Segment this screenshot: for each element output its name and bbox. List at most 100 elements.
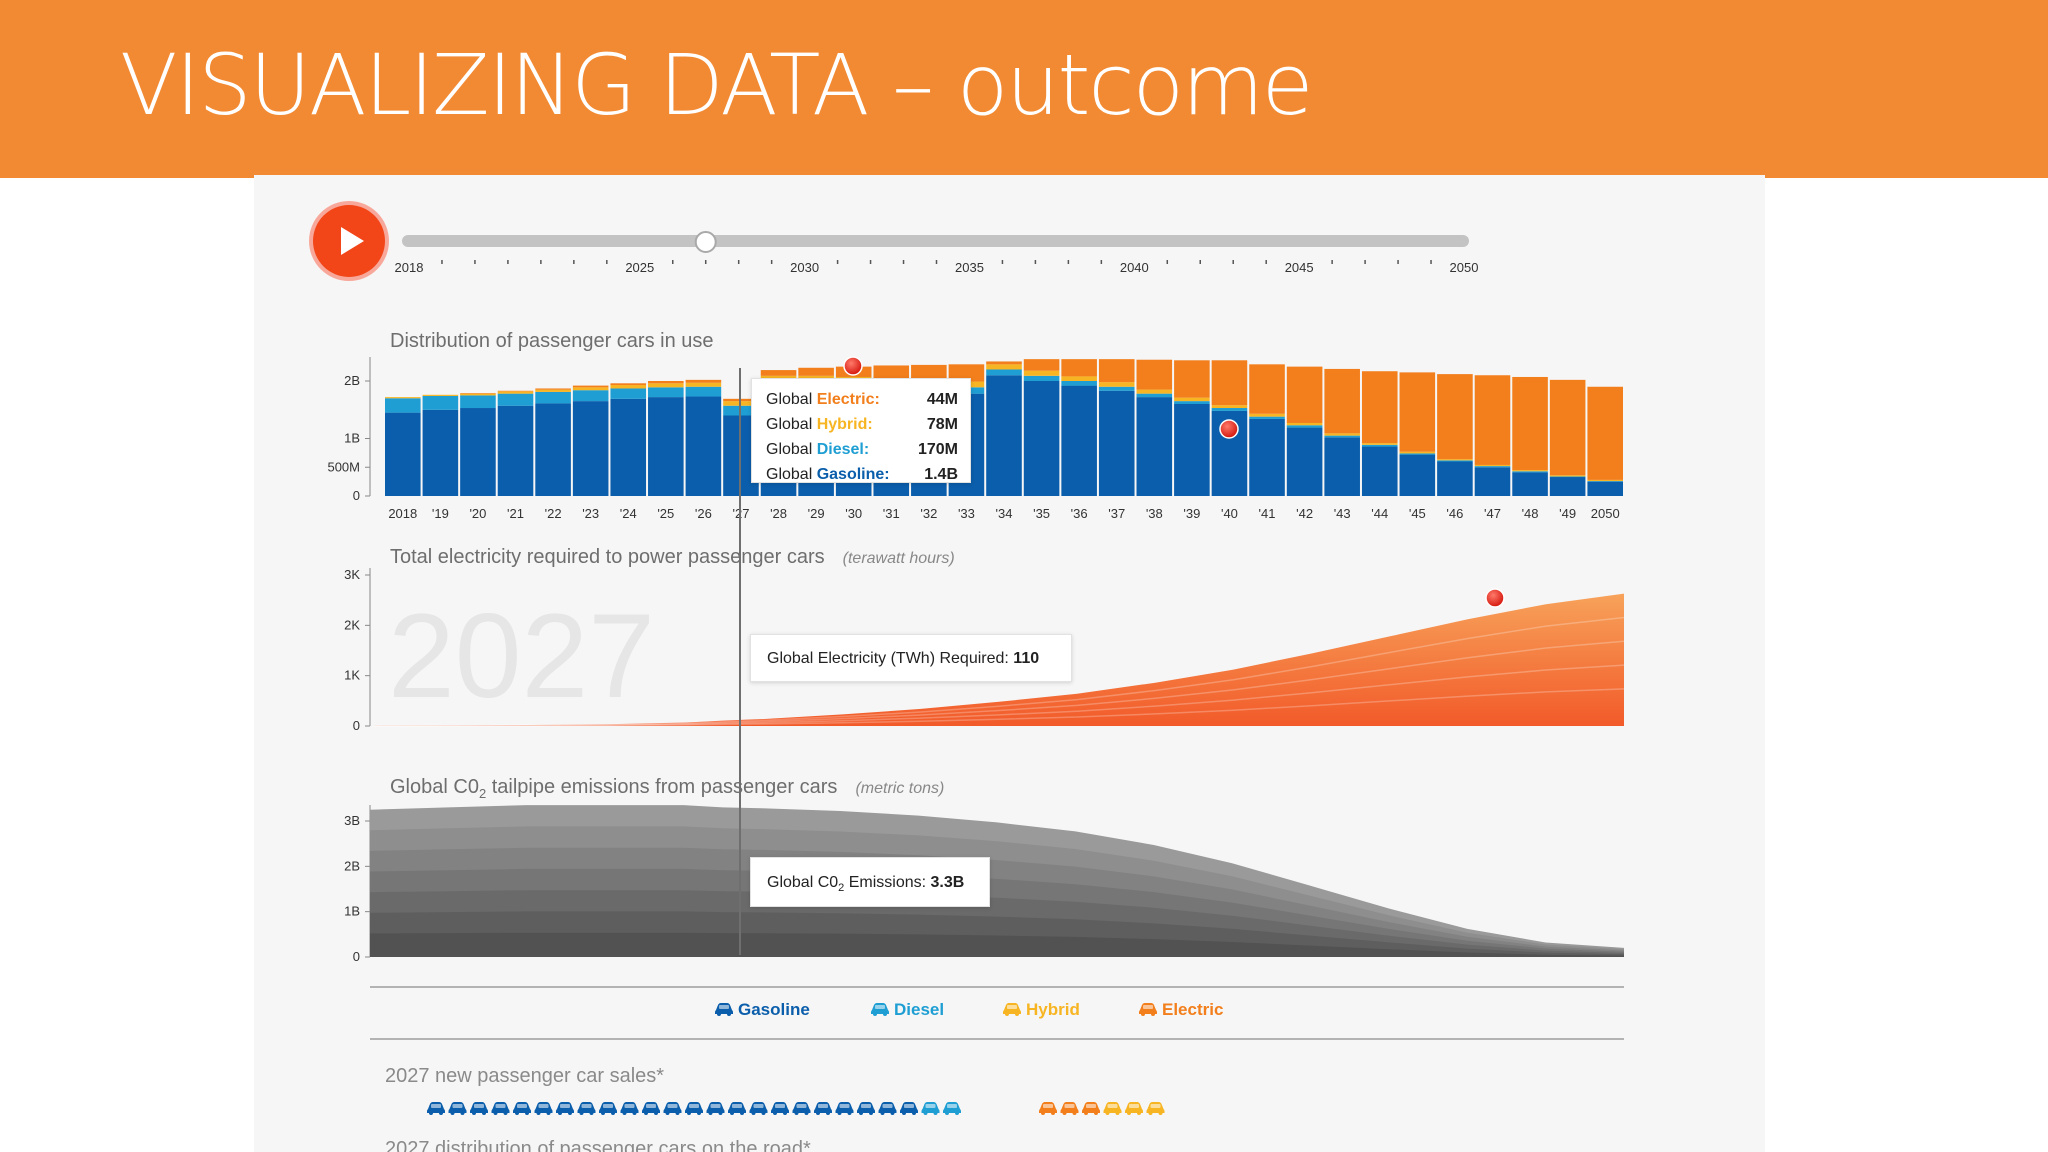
- car-icon: [1138, 1000, 1162, 1019]
- x-tick-label: '29: [808, 506, 825, 521]
- x-tick-label: '25: [657, 506, 674, 521]
- bar-gasoline: [1474, 467, 1511, 496]
- bar-electric: [1399, 372, 1436, 452]
- bar-electric: [685, 379, 722, 383]
- bar-gasoline: [685, 396, 722, 496]
- bar-gasoline: [1324, 437, 1360, 496]
- x-tick-label: '33: [958, 506, 975, 521]
- bar-gasoline: [648, 397, 684, 496]
- slider-track[interactable]: [402, 235, 1469, 247]
- bar-diesel: [385, 398, 421, 413]
- bar-electric: [648, 381, 684, 384]
- co2-tooltip-pre: Global C0: [767, 874, 839, 891]
- car-icon: [620, 1102, 639, 1115]
- legend-gasoline-label: Gasoline: [738, 1000, 810, 1019]
- timeline-slider[interactable]: 2018 2025 2030 2035 2040 2045 2050: [395, 231, 1479, 275]
- bar-diesel: [1174, 401, 1210, 404]
- bar-diesel: [648, 387, 684, 398]
- car-icon: [1060, 1102, 1079, 1115]
- bar-electric: [1023, 359, 1060, 371]
- electricity-tooltip-label: Global Electricity (TWh) Required:: [767, 650, 1014, 667]
- bar-gasoline: [1249, 418, 1285, 496]
- car-icon: [792, 1102, 811, 1115]
- tooltip-type-hybrid: Hybrid:: [816, 416, 873, 433]
- x-tick-label: '20: [469, 506, 486, 521]
- bar-hybrid: [497, 391, 534, 394]
- play-button[interactable]: [313, 205, 385, 277]
- car-icon: [685, 1102, 703, 1115]
- x-tick-label: '21: [507, 506, 524, 521]
- bar-electric: [1587, 386, 1623, 480]
- co2-title-post: tailpipe emissions from passenger cars: [486, 776, 837, 798]
- car-icon: [513, 1102, 531, 1115]
- sales-title: 2027 new passenger car sales*: [385, 1065, 665, 1087]
- bar-electric: [1324, 368, 1360, 434]
- x-tick-label: '39: [1183, 506, 1200, 521]
- co2-band: [370, 932, 1624, 957]
- bar-diesel: [1324, 435, 1360, 438]
- x-tick-label: '41: [1259, 506, 1276, 521]
- co2-area[interactable]: [370, 805, 1624, 957]
- legend-electric[interactable]: Electric: [1138, 1000, 1223, 1020]
- co2-chart-title: Global C02 tailpipe emissions from passe…: [390, 776, 944, 801]
- legend-hybrid-label: Hybrid: [1026, 1000, 1080, 1019]
- electricity-band-line: [374, 688, 1625, 727]
- x-tick-label: '37: [1108, 506, 1125, 521]
- tooltip-prefix: Global: [766, 466, 817, 483]
- bar-electric: [1211, 360, 1248, 406]
- bar-diesel: [572, 390, 609, 402]
- bar-hybrid: [1174, 397, 1210, 402]
- x-tick-label: '19: [432, 506, 449, 521]
- bar-electric: [610, 383, 647, 386]
- bar-diesel: [1136, 393, 1173, 398]
- bar-electric: [760, 370, 797, 376]
- car-icon: [857, 1102, 875, 1115]
- timeline-label: 2030: [790, 260, 819, 275]
- timeline-ticks: [441, 260, 1432, 264]
- cars-bars[interactable]: [385, 359, 1623, 496]
- bar-diesel: [1361, 444, 1398, 447]
- x-tick-label: '45: [1409, 506, 1426, 521]
- x-tick-label: '31: [883, 506, 900, 521]
- bar-hybrid: [422, 394, 459, 396]
- y-tick-label: 500M: [327, 459, 360, 474]
- car-icon: [1082, 1102, 1100, 1115]
- bar-diesel: [422, 395, 459, 410]
- tooltip-prefix: Global: [766, 441, 817, 458]
- bar-electric: [911, 364, 947, 380]
- marker-dot: [843, 356, 863, 376]
- play-icon: [341, 227, 364, 255]
- co2-tooltip-value: 3.3B: [930, 874, 965, 891]
- car-icon: [714, 1000, 738, 1019]
- car-icon: [491, 1102, 510, 1115]
- co2-title-sub: 2: [479, 786, 486, 801]
- legend-diesel[interactable]: Diesel: [870, 1000, 944, 1020]
- tooltip-row-gasoline: Global Gasoline: 1.4B: [766, 462, 958, 487]
- bar-electric: [1174, 360, 1210, 398]
- car-icon: [642, 1102, 660, 1115]
- x-tick-label: 2050: [1591, 506, 1620, 521]
- car-icon: [599, 1102, 617, 1115]
- bar-diesel: [1286, 425, 1323, 428]
- y-tick-label: 2B: [344, 858, 360, 873]
- legend-hybrid[interactable]: Hybrid: [1002, 1000, 1080, 1020]
- header-bar: VISUALIZING DATA – outcome: [0, 0, 2048, 178]
- bar-electric: [1098, 359, 1135, 383]
- electricity-area[interactable]: [374, 593, 1624, 726]
- x-tick-label: '42: [1296, 506, 1313, 521]
- legend-gasoline[interactable]: Gasoline: [714, 1000, 810, 1020]
- car-icon: [448, 1102, 467, 1115]
- bar-diesel: [986, 369, 1022, 376]
- car-icon: [470, 1102, 488, 1115]
- x-tick-label: '47: [1484, 506, 1501, 521]
- x-tick-label: 2018: [388, 506, 417, 521]
- bar-electric: [1136, 359, 1173, 390]
- car-icon: [1002, 1000, 1026, 1019]
- bar-diesel: [535, 391, 571, 404]
- y-tick-label: 2B: [344, 373, 360, 388]
- x-tick-label: '35: [1033, 506, 1050, 521]
- x-tick-label: '32: [920, 506, 937, 521]
- car-icon: [1039, 1102, 1057, 1115]
- slider-handle[interactable]: [694, 231, 717, 253]
- car-icon: [870, 1000, 894, 1019]
